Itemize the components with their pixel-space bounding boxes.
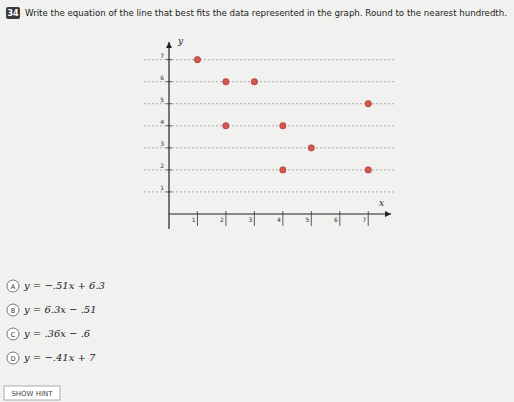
page: 34Write the equation of the line that be… (0, 0, 514, 402)
grid-line (144, 169, 396, 170)
y-tick (166, 191, 172, 192)
grid-line (144, 147, 396, 148)
hint-button[interactable] (4, 386, 60, 400)
x-tick (339, 211, 340, 226)
grid-line (144, 81, 396, 82)
point (194, 56, 200, 62)
x-arrow (385, 211, 391, 217)
x-tick (197, 211, 198, 226)
x-tick-label: 1 (192, 216, 196, 223)
x-axis-label: x (379, 198, 384, 208)
choice-bubble[interactable] (7, 304, 19, 316)
grid-line (144, 103, 396, 104)
choice-bubble[interactable] (7, 328, 19, 340)
x-tick-label: 3 (249, 216, 253, 223)
y-tick-label: 2 (160, 162, 164, 169)
point (223, 123, 229, 129)
y-tick (166, 147, 172, 148)
choice-letter: D (10, 355, 15, 363)
y-tick (166, 59, 172, 60)
chart: x y 1 2 3 4 5 6 7 1 2 3 4 5 6 7 (144, 36, 396, 229)
y-tick (166, 103, 172, 104)
y-arrow (166, 42, 172, 48)
y-axis (168, 42, 169, 229)
choice-letter: A (11, 283, 16, 291)
y-tick-label: 3 (160, 140, 164, 147)
choice-bubble[interactable] (7, 352, 19, 364)
point (365, 167, 371, 173)
x-tick (282, 211, 283, 226)
x-tick (254, 211, 255, 226)
point (280, 167, 286, 173)
point (280, 123, 286, 129)
grid-line (144, 125, 396, 126)
x-tick (368, 211, 369, 226)
point (223, 78, 229, 84)
question-badge (6, 7, 20, 19)
choice-text: y = −.51x + 6.3 (23, 280, 105, 291)
grid-line (144, 59, 396, 60)
x-tick (311, 211, 312, 226)
choice-text: y = 6.3x − .51 (23, 304, 97, 315)
x-tick-label: 5 (305, 216, 309, 223)
x-tick-label: 2 (220, 216, 224, 223)
y-tick-label: 1 (160, 184, 164, 191)
choice-text: y = .36x − .6 (23, 328, 91, 339)
question-text: Write the equation of the line that best… (25, 8, 507, 18)
points (194, 56, 371, 173)
y-tick-label: 4 (160, 118, 164, 125)
choice-text: y = −.41x + 7 (23, 352, 96, 363)
hint-label: SHOW HINT (11, 390, 53, 398)
choice-letter: B (11, 307, 15, 315)
x-tick-label: 4 (277, 216, 281, 223)
point (251, 78, 257, 84)
y-axis-label: y (177, 36, 184, 46)
x-axis (169, 213, 391, 214)
choice-letter: C (11, 331, 16, 339)
x-tick (225, 211, 226, 226)
background (0, 0, 514, 402)
point (308, 145, 314, 151)
y-tick-label: 5 (160, 96, 164, 103)
y-tick-label: 6 (160, 74, 164, 81)
question-number: 34 (7, 9, 19, 18)
x-tick-label: 7 (362, 216, 366, 223)
y-tick-label: 7 (160, 52, 164, 59)
choice-bubble[interactable] (7, 280, 19, 292)
y-tick (166, 81, 172, 82)
x-tick-label: 6 (334, 216, 338, 223)
y-tick (166, 125, 172, 126)
point (365, 101, 371, 107)
grid-line (144, 191, 396, 192)
y-tick (166, 169, 172, 170)
